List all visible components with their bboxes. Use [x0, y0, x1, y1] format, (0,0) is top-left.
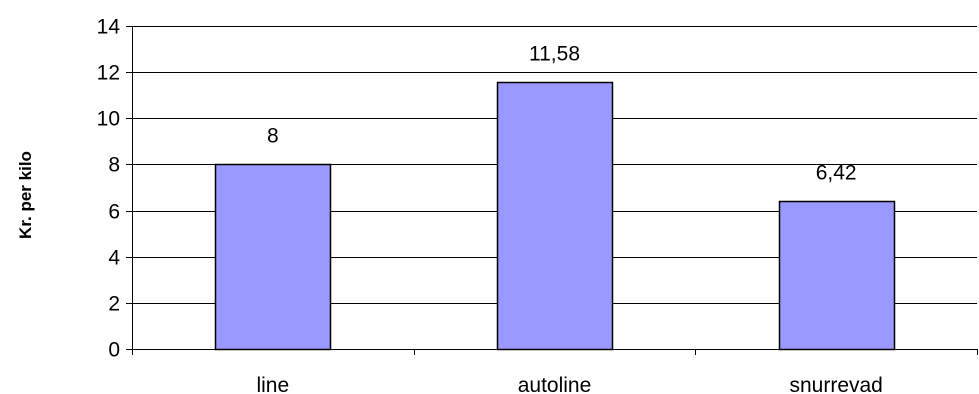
axes: [126, 26, 978, 355]
data-label-snurrevad: 6,42: [816, 162, 857, 185]
bars: [214, 81, 896, 351]
y-tick-label: 6: [108, 201, 120, 224]
category-label-line: line: [256, 374, 289, 394]
y-tick-label: 0: [108, 339, 120, 362]
data-label-line: 8: [267, 125, 279, 148]
category-label-autoline: autoline: [518, 374, 592, 394]
data-label-autoline: 11,58: [529, 43, 580, 66]
y-tick-label: 4: [108, 247, 120, 270]
bar-line: [214, 163, 332, 351]
y-tick-label: 10: [97, 108, 120, 131]
y-tick-label: 8: [108, 154, 120, 177]
bar-snurrevad: [778, 200, 896, 351]
y-tick-label: 12: [97, 62, 120, 85]
y-axis-title: Kr. per kilo: [16, 151, 35, 239]
y-tick-label: 2: [108, 293, 120, 316]
labels: 0 2 4 6 8 10 12 14 8 line 11,58 autoline 6,42 snurrev…: [97, 16, 883, 394]
bar-autoline: [496, 81, 614, 351]
category-label-snurrevad: snurrevad: [789, 374, 882, 394]
y-tick-label: 14: [97, 16, 121, 39]
